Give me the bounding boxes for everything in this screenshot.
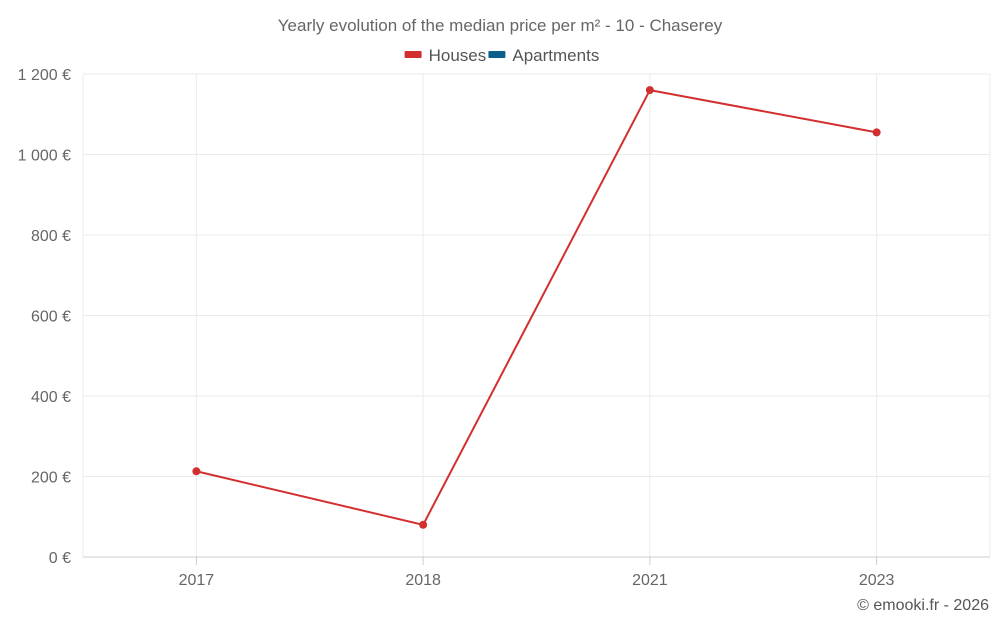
x-tick-label: 2017 [179, 572, 215, 589]
axes [82, 74, 990, 565]
x-tick-label: 2021 [632, 572, 668, 589]
credit-text: © emooki.fr - 2026 [857, 597, 989, 614]
series-line-houses [196, 88, 877, 526]
x-tick-label: 2018 [405, 572, 441, 589]
legend-swatch [404, 51, 422, 58]
legend-label: Houses [429, 46, 487, 65]
legend: Houses Apartments [404, 46, 599, 65]
grid [83, 73, 991, 557]
legend-item-houses[interactable]: Houses [404, 46, 487, 65]
series-layer [192, 86, 881, 529]
legend-label: Apartments [512, 46, 599, 65]
data-point-houses[interactable] [872, 128, 881, 137]
chart-title: Yearly evolution of the median price per… [278, 16, 723, 35]
y-tick-label: 0 € [49, 550, 71, 567]
y-tick-label: 600 € [31, 309, 71, 326]
data-point-houses[interactable] [645, 86, 654, 95]
tick-labels: 0 € 200 € 400 € 600 € 800 € 1 000 € 1 200 € 201… [18, 67, 895, 589]
y-tick-label: 200 € [31, 470, 71, 487]
data-point-houses[interactable] [419, 520, 428, 529]
y-tick-label: 1 000 € [18, 148, 71, 165]
legend-swatch [488, 51, 506, 58]
data-point-houses[interactable] [192, 467, 201, 476]
y-tick-label: 800 € [31, 228, 71, 245]
x-tick-label: 2023 [859, 572, 895, 589]
y-tick-label: 400 € [31, 389, 71, 406]
legend-item-apartments[interactable]: Apartments [488, 46, 599, 65]
y-tick-label: 1 200 € [18, 67, 71, 84]
